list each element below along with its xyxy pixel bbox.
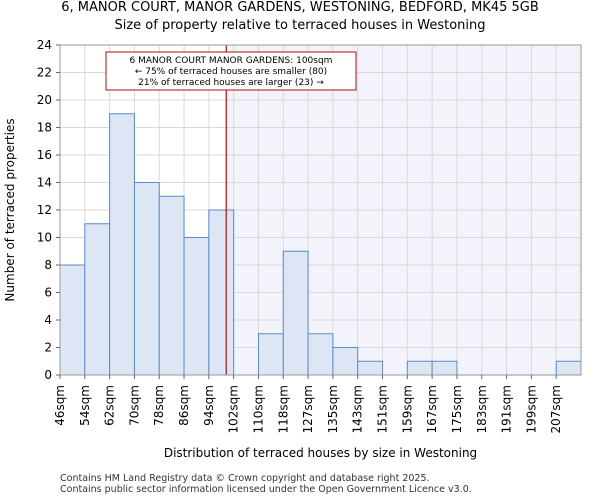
- chart-title: 6, MANOR COURT, MANOR GARDENS, WESTONING…: [61, 0, 539, 15]
- y-tick-label: 14: [37, 176, 52, 190]
- x-tick-label: 191sqm: [500, 385, 514, 433]
- y-tick-label: 16: [37, 148, 52, 162]
- y-tick-label: 2: [44, 341, 52, 355]
- histogram-bar: [208, 209, 235, 376]
- x-tick-label: 102sqm: [227, 385, 241, 433]
- y-tick-label: 12: [37, 203, 52, 217]
- annotation-box: [105, 51, 357, 91]
- x-tick-label: 207sqm: [549, 385, 563, 433]
- x-tick-label: 159sqm: [400, 385, 414, 433]
- x-tick-label: 151sqm: [376, 385, 390, 433]
- y-tick-label: 22: [37, 66, 52, 80]
- histogram-bar: [84, 223, 111, 376]
- histogram-bar: [158, 195, 185, 376]
- histogram-bar: [59, 264, 86, 376]
- histogram-bar: [307, 333, 334, 376]
- x-tick-label: 167sqm: [425, 385, 439, 433]
- x-tick-label: 183sqm: [475, 385, 489, 433]
- annotation-line-3: 21% of terraced houses are larger (23) →: [138, 78, 324, 88]
- x-axis-label: Distribution of terraced houses by size …: [164, 446, 477, 460]
- x-tick-label: 78sqm: [152, 385, 166, 426]
- x-tick-label: 46sqm: [53, 385, 67, 426]
- x-tick-label: 127sqm: [301, 385, 315, 433]
- x-tick-label: 62sqm: [103, 385, 117, 426]
- x-tick-label: 86sqm: [177, 385, 191, 426]
- x-tick-label: 94sqm: [202, 385, 216, 426]
- annotation-line-2: ← 75% of terraced houses are smaller (80…: [135, 67, 327, 77]
- x-tick-label: 135sqm: [326, 385, 340, 433]
- y-tick-label: 4: [44, 313, 52, 327]
- histogram-bar: [282, 250, 309, 376]
- histogram-bar: [183, 237, 210, 376]
- histogram-bar: [109, 113, 135, 376]
- x-tick-label: 70sqm: [127, 385, 141, 426]
- x-tick-label: 110sqm: [251, 385, 265, 433]
- x-tick-label: 175sqm: [450, 385, 464, 433]
- y-axis-label: Number of terraced properties: [3, 118, 17, 301]
- x-tick-label: 199sqm: [524, 385, 538, 433]
- annotation-line-1: 6 MANOR COURT MANOR GARDENS: 100sqm: [130, 56, 333, 66]
- histogram-bar: [332, 347, 359, 376]
- footer-copyright: Contains HM Land Registry data © Crown c…: [60, 473, 430, 484]
- y-tick-label: 0: [44, 368, 52, 382]
- y-tick-label: 10: [37, 231, 52, 245]
- histogram-bar: [357, 360, 384, 376]
- x-tick-label: 143sqm: [351, 385, 365, 433]
- histogram-bar: [555, 360, 582, 376]
- histogram-bar: [406, 360, 433, 376]
- histogram-bar: [431, 360, 458, 376]
- y-tick-label: 18: [37, 121, 52, 135]
- footer-licence: Contains public sector information licen…: [60, 484, 472, 495]
- chart-subtitle: Size of property relative to terraced ho…: [114, 18, 486, 33]
- x-tick-label: 54sqm: [78, 385, 92, 426]
- y-tick-label: 24: [37, 38, 52, 52]
- y-tick-label: 20: [37, 93, 52, 107]
- y-tick-label: 6: [44, 286, 52, 300]
- y-tick-label: 8: [44, 258, 52, 272]
- histogram-bar: [133, 182, 160, 376]
- x-tick-label: 118sqm: [276, 385, 290, 433]
- histogram-bar: [257, 333, 284, 376]
